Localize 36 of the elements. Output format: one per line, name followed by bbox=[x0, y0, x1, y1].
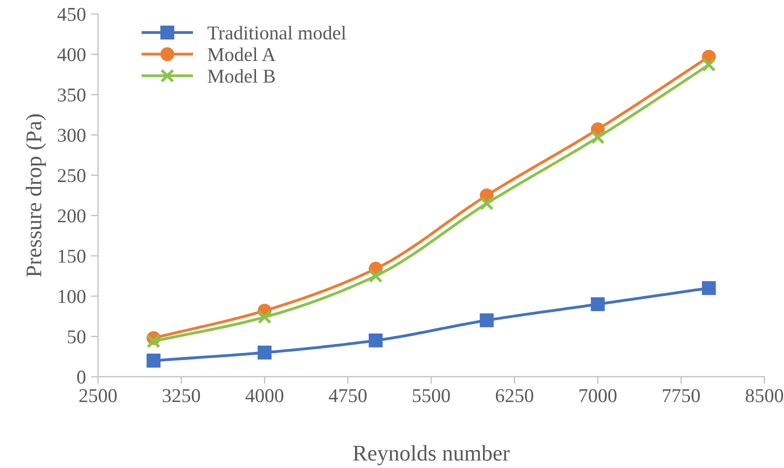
x-tick-label: 6250 bbox=[496, 389, 534, 402]
legend-label: Model B bbox=[208, 69, 275, 83]
y-tick-label: 0 bbox=[77, 370, 86, 384]
y-tick-label: 200 bbox=[58, 209, 86, 222]
point bbox=[702, 281, 716, 296]
y-tick-label: 100 bbox=[58, 290, 86, 304]
point bbox=[590, 130, 605, 144]
y-tick-label: 150 bbox=[58, 250, 86, 263]
x-tick-label: 7750 bbox=[662, 389, 700, 402]
y-tick-label: 50 bbox=[68, 330, 86, 344]
point bbox=[368, 269, 383, 283]
x-tick-label: 4750 bbox=[328, 389, 367, 402]
y-tick-label: 400 bbox=[57, 48, 86, 62]
point bbox=[702, 58, 716, 72]
point bbox=[590, 297, 605, 312]
legend-label: Traditional model bbox=[208, 26, 346, 40]
y-tick-label: 300 bbox=[58, 128, 86, 142]
x-tick-label: 4000 bbox=[246, 389, 284, 402]
point bbox=[368, 334, 383, 348]
point bbox=[258, 346, 272, 360]
point bbox=[146, 334, 160, 348]
y-axis-title: Pressure drop (Pa) bbox=[26, 114, 46, 277]
point bbox=[480, 313, 494, 328]
point bbox=[480, 196, 494, 210]
x-tick-label: 7000 bbox=[580, 389, 617, 402]
y-tick-label: 250 bbox=[58, 169, 86, 182]
x-tick-label: 5500 bbox=[412, 389, 450, 402]
x-tick-label: 8500 bbox=[746, 389, 784, 402]
y-tick-label: 350 bbox=[58, 88, 86, 102]
point bbox=[146, 354, 160, 368]
legend-label: Model A bbox=[208, 47, 276, 62]
x-axis-title: Reynolds number bbox=[353, 445, 510, 466]
x-tick-label: 3250 bbox=[162, 389, 200, 402]
x-tick-label: 2500 bbox=[79, 389, 117, 402]
point bbox=[258, 310, 272, 324]
y-tick-label: 450 bbox=[57, 8, 86, 21]
